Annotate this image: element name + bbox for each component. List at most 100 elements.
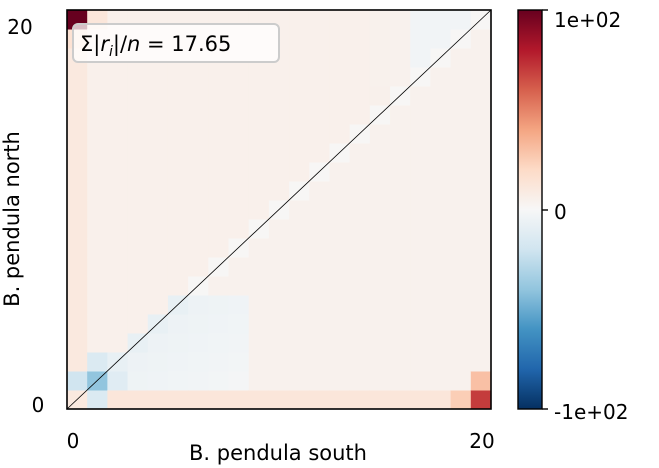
heatmap-cell bbox=[349, 29, 371, 49]
heatmap-cell bbox=[268, 257, 290, 277]
heatmap-cell bbox=[147, 257, 169, 277]
heatmap-cell bbox=[228, 86, 250, 106]
heatmap-cell bbox=[228, 390, 250, 410]
heatmap-cell bbox=[167, 86, 189, 106]
heatmap-cell bbox=[430, 352, 452, 372]
heatmap-cell bbox=[188, 238, 209, 258]
heatmap-cell bbox=[289, 67, 310, 87]
heatmap-cell bbox=[309, 86, 330, 106]
heatmap-cell bbox=[87, 257, 108, 277]
heatmap-cell bbox=[289, 276, 310, 296]
heatmap-cell bbox=[67, 67, 88, 87]
heatmap-cell bbox=[390, 314, 411, 334]
heatmap-cell bbox=[329, 257, 351, 277]
heatmap-cell bbox=[107, 238, 129, 258]
heatmap-cell bbox=[67, 276, 88, 296]
heatmap-cell bbox=[268, 333, 290, 353]
heatmap-cell bbox=[107, 257, 129, 277]
heatmap-cell bbox=[430, 200, 452, 220]
heatmap-cell bbox=[147, 238, 169, 258]
heatmap-cell bbox=[430, 371, 452, 391]
heatmap-cell bbox=[430, 105, 452, 125]
heatmap-cell bbox=[248, 390, 270, 410]
heatmap-cell bbox=[450, 276, 472, 296]
heatmap-cell bbox=[147, 371, 169, 391]
heatmap-cell bbox=[470, 295, 492, 315]
heatmap-cell bbox=[87, 390, 108, 410]
heatmap-cell bbox=[470, 105, 492, 125]
heatmap-cell bbox=[67, 143, 88, 163]
heatmap-cell bbox=[410, 219, 431, 239]
heatmap-cell bbox=[349, 295, 371, 315]
heatmap-cell bbox=[228, 352, 250, 372]
heatmap-cell bbox=[430, 238, 452, 258]
heatmap-cell bbox=[208, 181, 230, 201]
heatmap-cell bbox=[127, 295, 149, 315]
heatmap-cell bbox=[67, 86, 88, 106]
heatmap-cell bbox=[67, 333, 88, 353]
heatmap-cell bbox=[349, 390, 371, 410]
heatmap-cell bbox=[127, 105, 149, 125]
heatmap-cell bbox=[289, 143, 310, 163]
heatmap-cell bbox=[248, 333, 270, 353]
heatmap-cell bbox=[470, 86, 492, 106]
heatmap-cell bbox=[248, 257, 270, 277]
heatmap-cell bbox=[450, 124, 472, 144]
heatmap-cell bbox=[127, 143, 149, 163]
heatmap-cell bbox=[470, 200, 492, 220]
heatmap-cell bbox=[410, 295, 431, 315]
heatmap-cell bbox=[107, 314, 129, 334]
heatmap-cell bbox=[167, 371, 189, 391]
heatmap-cell bbox=[329, 181, 351, 201]
heatmap-cell bbox=[67, 352, 88, 372]
heatmap-cell bbox=[87, 86, 108, 106]
heatmap-cell bbox=[87, 276, 108, 296]
heatmap-cell bbox=[450, 238, 472, 258]
heatmap-cell bbox=[369, 352, 391, 372]
heatmap-cell bbox=[127, 67, 149, 87]
heatmap-cell bbox=[248, 276, 270, 296]
heatmap-cell bbox=[107, 371, 129, 391]
heatmap-cell bbox=[390, 390, 411, 410]
heatmap-cell bbox=[188, 200, 209, 220]
heatmap-cell bbox=[349, 86, 371, 106]
heatmap-cell bbox=[289, 371, 310, 391]
heatmap-cell bbox=[309, 29, 330, 49]
heatmap-cell bbox=[87, 162, 108, 182]
heatmap-cell bbox=[369, 10, 391, 30]
heatmap-cell bbox=[450, 105, 472, 125]
heatmap-cell bbox=[107, 124, 129, 144]
heatmap-cell bbox=[289, 86, 310, 106]
heatmap-cell bbox=[67, 257, 88, 277]
heatmap-cell bbox=[450, 371, 472, 391]
heatmap-cell bbox=[268, 67, 290, 87]
heatmap-cell bbox=[268, 238, 290, 258]
heatmap-cell bbox=[410, 333, 431, 353]
heatmap-cell bbox=[208, 295, 230, 315]
y-axis-label: B. pendula north bbox=[0, 131, 24, 307]
colorbar-label-top: 1e+02 bbox=[554, 8, 621, 32]
heatmap-cell bbox=[289, 352, 310, 372]
heatmap-cell bbox=[107, 333, 129, 353]
heatmap-cell bbox=[349, 105, 371, 125]
heatmap-cell bbox=[329, 29, 351, 49]
heatmap-cell bbox=[470, 181, 492, 201]
heatmap-cell bbox=[268, 371, 290, 391]
heatmap-cell bbox=[470, 48, 492, 68]
heatmap-cell bbox=[188, 333, 209, 353]
heatmap-cell bbox=[167, 219, 189, 239]
heatmap-cell bbox=[228, 181, 250, 201]
heatmap-cell bbox=[309, 10, 330, 30]
heatmap-cell bbox=[410, 352, 431, 372]
heatmap-cell bbox=[329, 371, 351, 391]
heatmap-cell bbox=[450, 181, 472, 201]
heatmap-cell bbox=[450, 295, 472, 315]
heatmap-cell bbox=[390, 371, 411, 391]
heatmap-cell bbox=[268, 295, 290, 315]
heatmap-cell bbox=[369, 276, 391, 296]
heatmap-cell bbox=[67, 371, 88, 391]
heatmap-cell bbox=[167, 314, 189, 334]
heatmap-cell bbox=[309, 143, 330, 163]
heatmap-cell bbox=[410, 314, 431, 334]
heatmap-cell bbox=[87, 352, 108, 372]
